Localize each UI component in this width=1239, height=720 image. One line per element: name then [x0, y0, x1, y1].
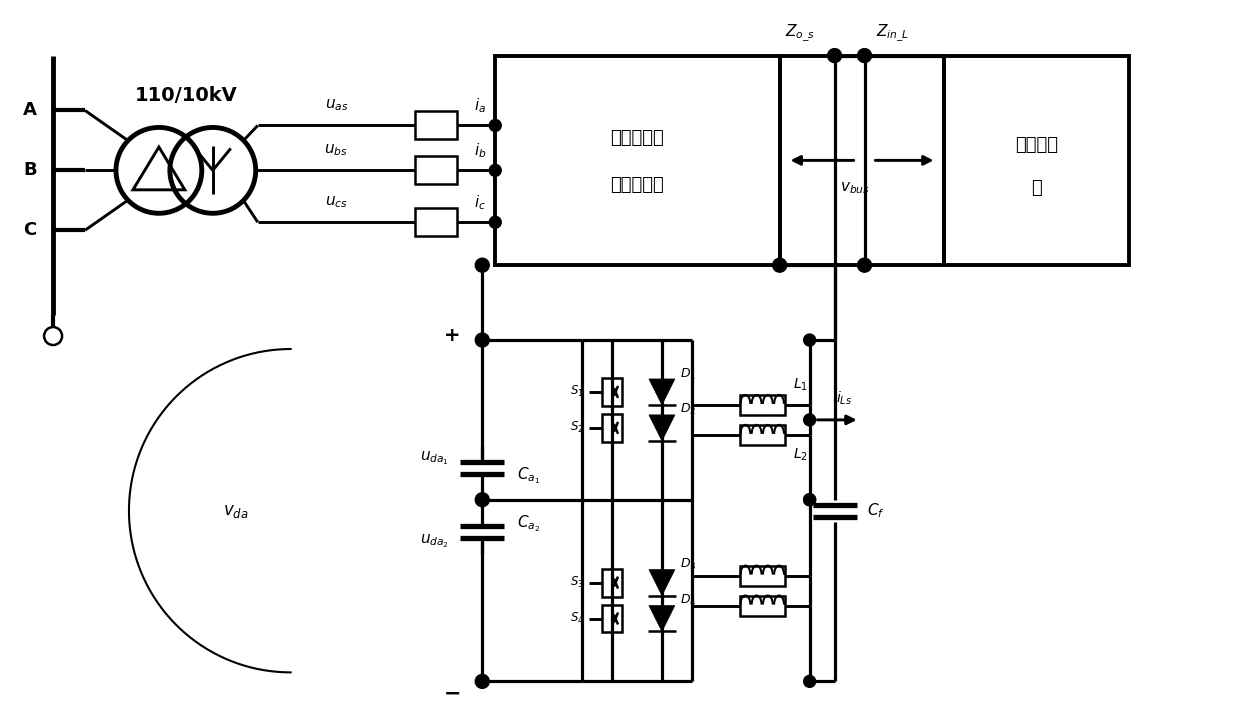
- Text: $i_c$: $i_c$: [475, 193, 486, 212]
- Bar: [496, 55, 779, 265]
- Circle shape: [489, 216, 502, 228]
- Polygon shape: [649, 415, 675, 441]
- Bar: [740, 425, 784, 445]
- Circle shape: [804, 414, 815, 426]
- Text: $S_2$: $S_2$: [570, 420, 584, 436]
- Circle shape: [476, 258, 489, 272]
- Text: $u_{da_2}$: $u_{da_2}$: [420, 533, 450, 551]
- Text: $v_{da}$: $v_{da}$: [223, 502, 249, 520]
- Circle shape: [857, 49, 871, 63]
- Text: $C_{a_1}$: $C_{a_1}$: [517, 466, 540, 486]
- Circle shape: [804, 494, 815, 505]
- Text: $C_{a_2}$: $C_{a_2}$: [517, 513, 540, 534]
- Text: 负载变换: 负载变换: [1015, 136, 1058, 154]
- Circle shape: [476, 333, 489, 347]
- Text: $u_{as}$: $u_{as}$: [325, 98, 348, 113]
- Circle shape: [773, 258, 787, 272]
- Text: $S_4$: $S_4$: [570, 611, 584, 626]
- Bar: [740, 395, 784, 415]
- Text: $D_2$: $D_2$: [680, 402, 696, 418]
- Polygon shape: [649, 379, 675, 405]
- Text: 电子变压器: 电子变压器: [611, 176, 664, 194]
- Circle shape: [476, 675, 489, 688]
- Circle shape: [489, 120, 502, 132]
- Bar: [740, 595, 784, 616]
- Text: A: A: [24, 102, 37, 120]
- Text: $v_{bus}$: $v_{bus}$: [840, 181, 870, 196]
- Bar: [415, 156, 457, 184]
- Polygon shape: [649, 570, 675, 595]
- Text: $i_{Ls}$: $i_{Ls}$: [836, 390, 852, 407]
- Bar: [944, 55, 1129, 265]
- Bar: [740, 566, 784, 585]
- Text: $Z_{in\_L}$: $Z_{in\_L}$: [876, 23, 909, 44]
- Polygon shape: [649, 606, 675, 631]
- Text: $u_{da_1}$: $u_{da_1}$: [420, 449, 450, 467]
- Text: $Z_{o\_s}$: $Z_{o\_s}$: [784, 23, 814, 44]
- Text: $i_a$: $i_a$: [475, 96, 486, 115]
- Text: $L_1$: $L_1$: [793, 377, 808, 393]
- Bar: [415, 208, 457, 236]
- Circle shape: [828, 49, 841, 63]
- Text: $S_1$: $S_1$: [570, 384, 584, 400]
- Bar: [602, 378, 622, 406]
- Bar: [602, 605, 622, 632]
- Text: $L_2$: $L_2$: [793, 446, 808, 463]
- Text: $u_{cs}$: $u_{cs}$: [325, 194, 348, 210]
- Text: $C_f$: $C_f$: [866, 501, 885, 520]
- Circle shape: [857, 258, 871, 272]
- Text: $S_3$: $S_3$: [570, 575, 584, 590]
- Circle shape: [804, 675, 815, 688]
- Bar: [415, 112, 457, 140]
- Text: B: B: [24, 161, 37, 179]
- Text: $D_1$: $D_1$: [680, 366, 696, 382]
- Text: $D_4$: $D_4$: [680, 593, 696, 608]
- Circle shape: [476, 492, 489, 507]
- Circle shape: [804, 334, 815, 346]
- Text: 110/10kV: 110/10kV: [135, 86, 237, 105]
- Text: 器: 器: [1031, 179, 1042, 197]
- Circle shape: [804, 494, 815, 505]
- Bar: [602, 569, 622, 597]
- Text: $i_b$: $i_b$: [475, 141, 487, 160]
- Text: −: −: [444, 683, 461, 703]
- Text: +: +: [444, 325, 461, 345]
- Text: $D_3$: $D_3$: [680, 557, 696, 572]
- Circle shape: [489, 164, 502, 176]
- Text: 模块化电力: 模块化电力: [611, 130, 664, 148]
- Bar: [602, 414, 622, 442]
- Text: $u_{bs}$: $u_{bs}$: [323, 143, 347, 158]
- Text: C: C: [24, 221, 37, 239]
